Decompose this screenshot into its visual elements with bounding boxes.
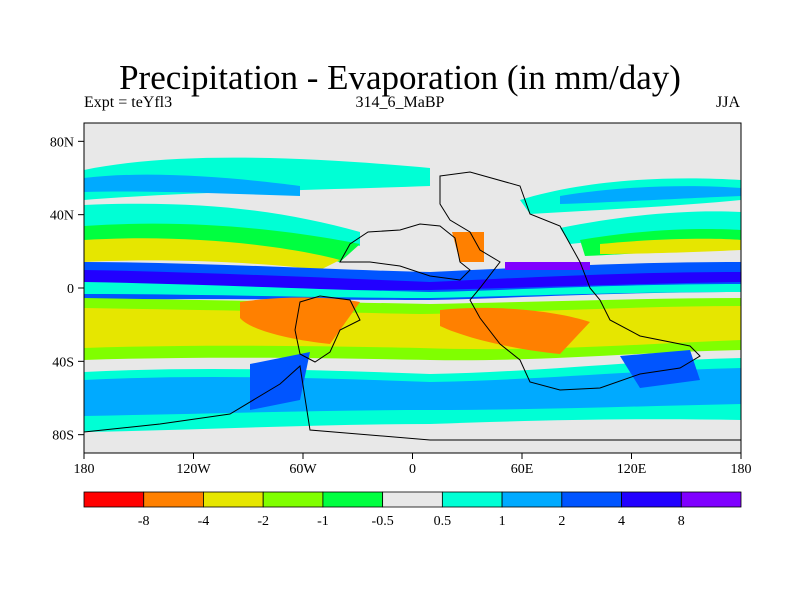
colorbar-swatch bbox=[561, 491, 622, 508]
coastline-south-america bbox=[294, 295, 361, 363]
contour-north-orange bbox=[452, 232, 484, 262]
colorbar-swatch bbox=[203, 491, 264, 508]
contour-band-north-storm-track-blue bbox=[84, 174, 300, 196]
contour-band-north-yellow bbox=[600, 238, 741, 254]
colorbar-swatch bbox=[621, 491, 682, 508]
contour-south-orange bbox=[440, 307, 590, 354]
colorbar-swatch bbox=[680, 491, 742, 508]
colorbar-label: 4 bbox=[618, 514, 625, 529]
colorbar-label: -8 bbox=[138, 514, 150, 529]
contour-band-north-storm-track-blue bbox=[560, 186, 741, 204]
colorbar-label: -0.5 bbox=[372, 514, 394, 529]
x-tick-label: 180 bbox=[74, 462, 95, 477]
plot-title: Precipitation - Evaporation (in mm/day) bbox=[119, 58, 681, 97]
x-tick-label: 60E bbox=[511, 462, 534, 477]
colorbar-swatch bbox=[322, 491, 384, 508]
x-tick-label: 120E bbox=[617, 462, 647, 477]
contour-south-darkblue bbox=[250, 352, 310, 410]
period-label: 314_6_MaBP bbox=[355, 94, 445, 111]
colorbar-swatch bbox=[441, 491, 503, 508]
experiment-label: Expt = teYfl3 bbox=[84, 94, 173, 111]
y-tick-label: 80N bbox=[50, 135, 74, 150]
x-tick-label: 120W bbox=[176, 462, 211, 477]
colorbar-label: -1 bbox=[317, 514, 329, 529]
contour-band-north-yellow bbox=[84, 238, 340, 270]
colorbar-swatch bbox=[501, 491, 563, 508]
continent-outlines bbox=[84, 171, 741, 441]
colorbar-label: 2 bbox=[558, 514, 565, 529]
coastline-north-america bbox=[339, 223, 471, 281]
colorbar-swatch bbox=[382, 491, 443, 508]
x-axis: 180 120W 60W 0 60E 120E 180 bbox=[74, 453, 752, 477]
x-tick-label: 0 bbox=[409, 462, 416, 477]
coastline-antarctica bbox=[84, 365, 741, 441]
contour-field bbox=[84, 157, 741, 453]
colorbar-swatch bbox=[83, 491, 145, 508]
y-axis: 80N 40N 0 40S 80S bbox=[50, 135, 84, 444]
y-tick-label: 40N bbox=[50, 209, 74, 224]
contour-south-blue bbox=[84, 368, 741, 416]
y-tick-label: 0 bbox=[67, 282, 74, 297]
colorbar-label: 8 bbox=[678, 514, 685, 529]
colorbar-swatch bbox=[143, 491, 204, 508]
contour-antarctic-gray bbox=[430, 419, 741, 453]
colorbar-swatch bbox=[262, 491, 324, 508]
contour-itcz-indigo bbox=[84, 270, 741, 290]
contour-south-darkblue bbox=[620, 350, 700, 388]
y-tick-label: 40S bbox=[52, 355, 74, 370]
contour-south-orange bbox=[240, 297, 360, 344]
colorbar-label: -4 bbox=[198, 514, 210, 529]
colorbar-label: 0.5 bbox=[434, 514, 452, 529]
coastline-europe-asia bbox=[439, 171, 701, 391]
x-tick-label: 180 bbox=[731, 462, 752, 477]
season-label: JJA bbox=[715, 94, 740, 111]
colorbar-label: 1 bbox=[499, 514, 506, 529]
contour-band-north-cyan bbox=[560, 211, 741, 244]
y-tick-label: 80S bbox=[52, 429, 74, 444]
colorbar-label: -2 bbox=[257, 514, 269, 529]
contour-equatorial-cyan-strip bbox=[84, 282, 741, 298]
contour-itcz-violet bbox=[505, 262, 590, 270]
colorbar: -8 -4 -2 -1 -0.5 0.5 1 2 4 8 bbox=[83, 491, 742, 529]
x-tick-label: 60W bbox=[289, 462, 317, 477]
